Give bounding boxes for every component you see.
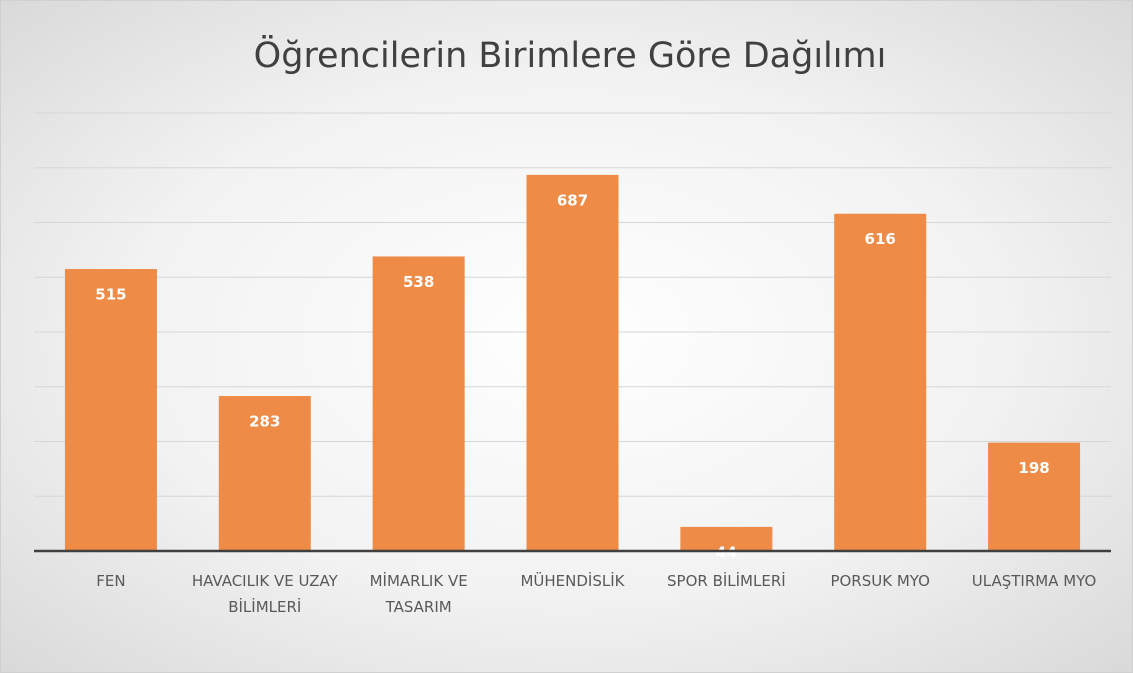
x-tick-label: FEN	[96, 572, 126, 590]
bar	[680, 526, 773, 551]
bar	[372, 256, 465, 551]
value-label: 687	[557, 191, 588, 209]
x-tick-label: ULAŞTIRMA MYO	[971, 572, 1097, 590]
bar	[218, 396, 311, 551]
chart-title: Öğrencilerin Birimlere Göre Dağılımı	[254, 34, 887, 76]
value-label: 198	[1018, 459, 1049, 477]
value-label: 616	[865, 230, 896, 248]
x-tick-label: MÜHENDİSLİK	[520, 572, 625, 590]
value-label: 44	[716, 543, 737, 561]
bar	[834, 213, 927, 552]
x-tick-label: PORSUK MYO	[830, 572, 930, 590]
bar	[64, 269, 157, 551]
value-label: 515	[95, 286, 126, 304]
bar	[526, 174, 619, 551]
value-label: 538	[403, 273, 434, 291]
x-tick-label: SPOR BİLİMLERİ	[667, 572, 786, 590]
x-tick-label: MİMARLIK VE TASARIM	[369, 572, 468, 616]
bar	[988, 442, 1081, 551]
value-label: 283	[249, 413, 280, 431]
x-tick-label: HAVACILIK VE UZAY BİLİMLERİ	[191, 572, 338, 616]
